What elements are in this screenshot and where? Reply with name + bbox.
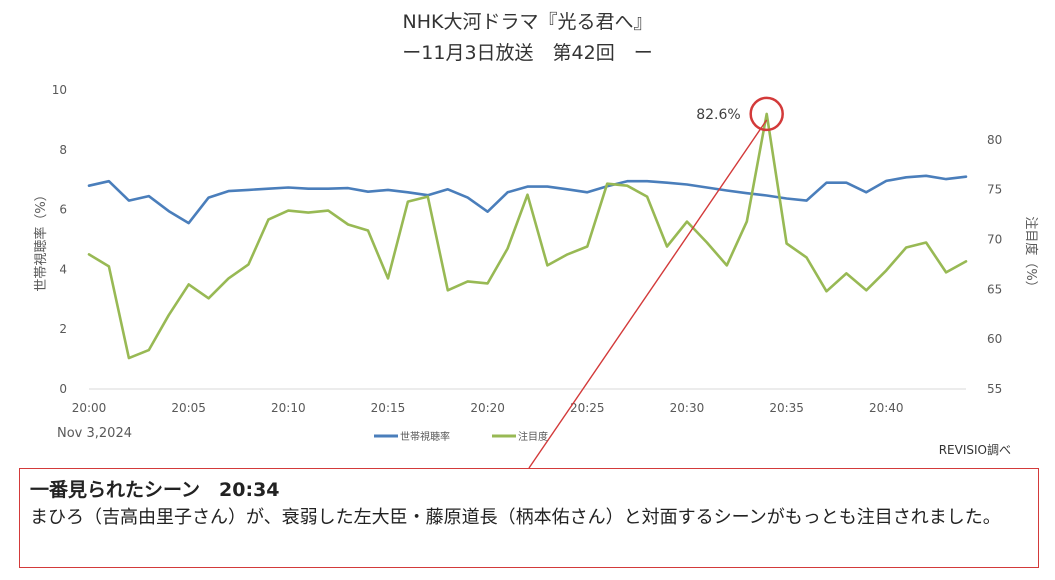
y-left-tick-label: 6: [59, 203, 67, 217]
y-right-tick-label: 75: [987, 183, 1002, 197]
legend: 世帯視聴率 注目度: [374, 430, 548, 443]
x-tick-label: 20:00: [72, 401, 107, 415]
x-tick-label: 20:35: [769, 401, 804, 415]
y-left-tick-label: 8: [59, 143, 67, 157]
y-right-tick-labels: 55 60 65 70 75 80: [987, 133, 1002, 396]
peak-highlight-circle: [749, 96, 784, 132]
x-tick-label: 20:05: [171, 401, 206, 415]
y-right-tick-label: 65: [987, 282, 1002, 296]
source-label: REVISIO調べ: [939, 443, 1011, 457]
y-right-axis-label: 注目度（%）: [1023, 216, 1039, 293]
x-tick-labels: 20:00 20:05 20:10 20:15 20:20 20:25 20:30 20:35…: [72, 401, 904, 415]
highlight-callout-box: 一番見られたシーン 20:34 まひろ（吉高由里子さん）が、衰弱した左大臣・藤原…: [19, 468, 1039, 568]
x-tick-label: 20:25: [570, 401, 605, 415]
series-layer: [87, 112, 968, 360]
y-left-tick-labels: 0 2 4 6 8 10: [52, 83, 67, 396]
callout-body: まひろ（吉高由里子さん）が、衰弱した左大臣・藤原道長（柄本佑さん）と対面するシー…: [30, 507, 1001, 528]
chart-subtitle: ー11月3日放送 第42回 ー: [402, 42, 653, 64]
y-left-tick-label: 10: [52, 83, 67, 97]
x-tick-label: 20:15: [371, 401, 406, 415]
y-left-axis-label: 世帯視聴率（%）: [33, 188, 49, 291]
series-attention-line: [87, 112, 968, 360]
chart-title: NHK大河ドラマ『光る君へ』: [402, 11, 653, 33]
legend-label-household: 世帯視聴率: [400, 430, 450, 443]
annotation-pointer-line: [528, 119, 768, 469]
callout-heading: 一番見られたシーン 20:34: [30, 479, 280, 501]
y-right-tick-label: 60: [987, 332, 1002, 346]
date-label: Nov 3,2024: [57, 426, 132, 441]
x-tick-label: 20:10: [271, 401, 306, 415]
legend-label-attention: 注目度: [518, 430, 548, 443]
annotation-layer: 82.6%: [528, 96, 784, 469]
x-tick-label: 20:20: [470, 401, 505, 415]
y-right-tick-label: 55: [987, 382, 1002, 396]
x-tick-label: 20:40: [869, 401, 904, 415]
x-tick-label: 20:30: [670, 401, 705, 415]
y-left-tick-label: 4: [59, 262, 67, 276]
y-right-tick-label: 70: [987, 233, 1002, 247]
series-household-rating-line: [87, 174, 968, 225]
peak-value-label: 82.6%: [696, 107, 740, 123]
y-right-tick-label: 80: [987, 133, 1002, 147]
y-left-tick-label: 2: [59, 322, 67, 336]
y-left-tick-label: 0: [59, 382, 67, 396]
